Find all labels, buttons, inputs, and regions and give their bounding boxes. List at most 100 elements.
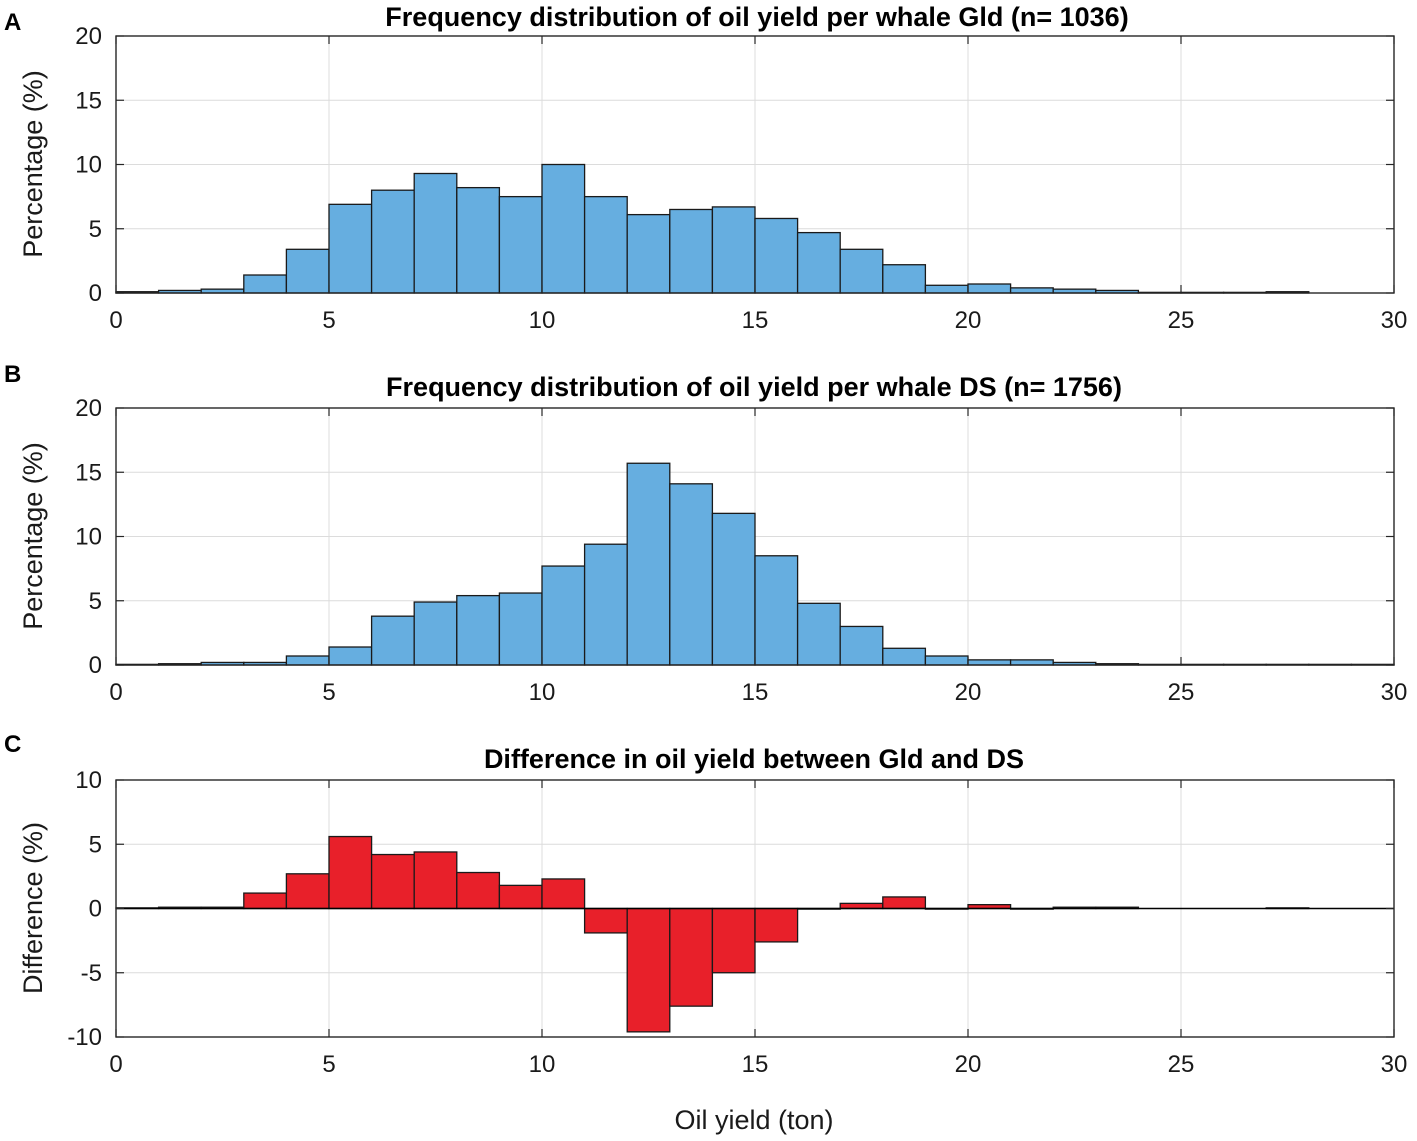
bar [839,625,884,666]
bar [285,248,330,294]
bar [839,902,884,910]
bar [626,213,671,294]
x-tick-label: 0 [109,1051,122,1078]
bar [924,655,969,666]
bar [370,853,415,910]
x-tick-label: 30 [1381,307,1408,334]
panel-letter-b: B [4,361,21,388]
bar [882,264,927,294]
y-axis-label-c: Difference (%) [18,822,48,994]
bar [583,195,628,294]
bar [754,217,799,294]
bar [796,231,841,294]
bar [669,483,714,666]
bar [370,615,415,666]
bar [456,186,501,294]
y-tick-label: 0 [89,280,102,307]
bar [583,907,628,934]
x-tick-label: 15 [742,307,769,334]
bar [413,601,458,666]
y-axis-label-a: Percentage (%) [18,70,48,258]
bar [754,555,799,666]
panel-letter-c: C [4,731,21,758]
bar [285,655,330,666]
bar [669,907,714,1007]
bar [328,646,373,666]
x-tick-label: 30 [1381,679,1408,706]
panel-c: C Difference in oil yield between Gld an… [4,731,1407,1135]
bar [370,189,415,294]
bar [882,647,927,666]
y-tick-label: 0 [89,652,102,679]
y-tick-label: 10 [75,152,102,179]
y-tick-label: 15 [75,87,102,114]
bar [967,283,1012,294]
y-tick-label: -10 [67,1024,102,1051]
y-tick-label: 5 [89,588,102,615]
x-tick-label: 20 [955,307,982,334]
bar [541,878,586,910]
x-tick-label: 10 [529,679,556,706]
x-tick-label: 5 [322,1051,335,1078]
x-tick-label: 25 [1168,1051,1195,1078]
x-tick-label: 5 [322,307,335,334]
chart-title-c: Difference in oil yield between Gld and … [484,744,1024,774]
x-tick-label: 25 [1168,679,1195,706]
bar [1009,659,1054,666]
bar [711,907,756,974]
x-axis-label: Oil yield (ton) [674,1105,833,1135]
bar [839,248,884,294]
y-tick-label: 15 [75,459,102,486]
x-tick-label: 30 [1381,1051,1408,1078]
bar [924,284,969,294]
y-tick-label: 20 [75,395,102,422]
x-tick-label: 10 [529,1051,556,1078]
bar [456,871,501,910]
bar [669,208,714,294]
chart-title-b: Frequency distribution of oil yield per … [386,372,1122,402]
y-tick-label: 10 [75,767,102,794]
bar [243,274,288,294]
y-tick-label: 0 [89,896,102,923]
y-axis-label-b: Percentage (%) [18,442,48,630]
bar [711,512,756,666]
bar [541,163,586,294]
chart-title-a: Frequency distribution of oil yield per … [385,2,1128,32]
bar [711,206,756,294]
bar [754,907,799,943]
bar [796,602,841,666]
bar [882,896,927,910]
bar [967,659,1012,666]
bar [328,835,373,910]
y-tick-label: 20 [75,23,102,50]
x-tick-label: 20 [955,679,982,706]
bar [626,462,671,666]
bar [413,851,458,910]
x-tick-label: 15 [742,679,769,706]
panel-b: B Frequency distribution of oil yield pe… [4,361,1407,706]
y-tick-label: 10 [75,524,102,551]
panel-a: A Frequency distribution of oil yield pe… [4,2,1407,334]
bar [541,565,586,666]
x-tick-label: 20 [955,1051,982,1078]
bar [243,892,288,910]
y-tick-label: -5 [81,960,102,987]
bar [1009,287,1054,294]
x-tick-label: 15 [742,1051,769,1078]
bar [285,873,330,910]
bar [498,592,543,666]
panel-letter-a: A [4,9,21,36]
x-tick-label: 25 [1168,307,1195,334]
x-tick-label: 0 [109,307,122,334]
bar [498,884,543,910]
x-tick-label: 0 [109,679,122,706]
x-tick-label: 5 [322,679,335,706]
bar [498,195,543,294]
bar [413,172,458,294]
y-tick-label: 5 [89,831,102,858]
bar [583,543,628,666]
y-tick-label: 5 [89,216,102,243]
bar [626,907,671,1033]
bar [328,203,373,294]
